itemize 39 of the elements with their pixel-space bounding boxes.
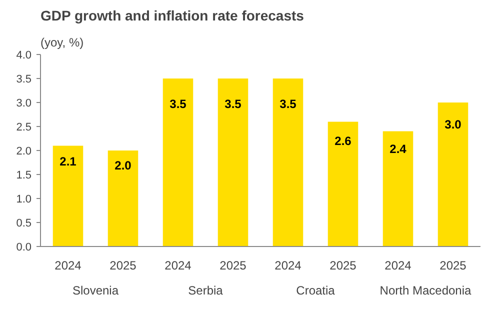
y-tick-label: 0.5 — [16, 218, 32, 230]
bar — [328, 122, 358, 246]
chart-title: GDP growth and inflation rate forecasts — [40, 8, 304, 24]
y-tick-label: 2.5 — [16, 122, 32, 134]
data-label: 2.6 — [334, 134, 352, 148]
data-label: 3.0 — [444, 118, 462, 132]
x-tick-label: 2025 — [330, 258, 357, 272]
y-tick-label: 3.5 — [16, 74, 32, 86]
x-tick-label: 2025 — [220, 258, 247, 272]
x-tick-label: 2024 — [384, 258, 412, 272]
chart-subtitle: (yoy, %) — [40, 36, 84, 50]
data-label: 3.5 — [280, 97, 297, 112]
bar — [272, 78, 304, 246]
y-tick-label: 0.0 — [16, 242, 32, 254]
x-tick-label: 2025 — [110, 258, 137, 272]
y-tick-label: 2.0 — [16, 146, 32, 158]
y-tick-label: 1.0 — [16, 194, 32, 206]
data-label: 3.5 — [170, 97, 187, 112]
bar — [162, 78, 194, 246]
bar — [438, 102, 468, 246]
x-tick-label: 2024 — [54, 258, 82, 272]
y-tick-label: 1.5 — [16, 170, 32, 182]
text: Slovenia — [72, 284, 119, 298]
text: North Macedonia — [380, 284, 472, 298]
x-tick-label: 2024 — [164, 258, 192, 272]
data-label: 2.4 — [390, 142, 407, 156]
data-label: 3.5 — [224, 97, 242, 112]
text: Croatia — [296, 284, 336, 298]
bar — [382, 131, 414, 246]
data-label: 2.0 — [114, 158, 132, 172]
y-tick-label: 4.0 — [16, 50, 32, 62]
y-tick-label: 3.0 — [16, 98, 32, 110]
bar — [218, 78, 248, 246]
x-tick-label: 2025 — [440, 258, 467, 272]
bar — [108, 150, 138, 246]
bar — [52, 146, 84, 246]
x-tick-label: 2024 — [274, 258, 302, 272]
data-label: 2.1 — [60, 154, 77, 168]
text: Serbia — [188, 284, 224, 298]
